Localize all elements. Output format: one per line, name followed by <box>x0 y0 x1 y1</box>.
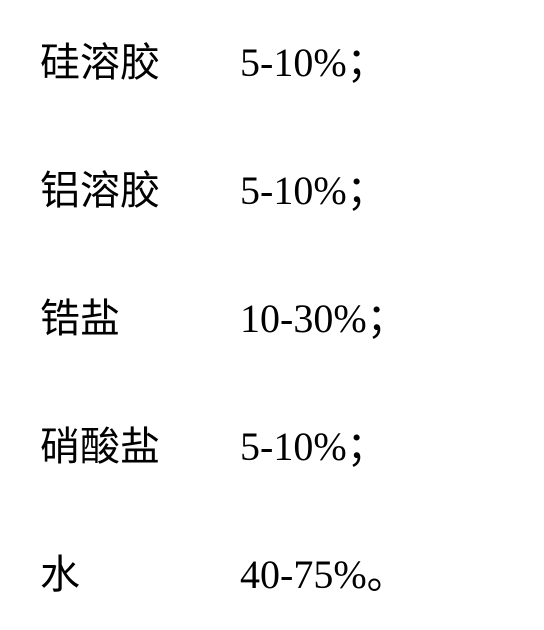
row-value: 5-10%； <box>240 30 387 88</box>
table-row: 硝酸盐 5-10%； <box>40 414 524 472</box>
row-label: 锆盐 <box>40 286 240 344</box>
row-value: 40-75%。 <box>240 542 407 600</box>
table-row: 水 40-75%。 <box>40 542 524 600</box>
table-row: 铝溶胶 5-10%； <box>40 158 524 216</box>
row-label: 硅溶胶 <box>40 30 240 88</box>
row-value: 5-10%； <box>240 414 387 472</box>
table-row: 硅溶胶 5-10%； <box>40 30 524 88</box>
row-label: 硝酸盐 <box>40 414 240 472</box>
table-row: 锆盐 10-30%； <box>40 286 524 344</box>
row-value: 10-30%； <box>240 286 407 344</box>
row-value: 5-10%； <box>240 158 387 216</box>
row-label: 水 <box>40 542 240 600</box>
row-label: 铝溶胶 <box>40 158 240 216</box>
composition-table: 硅溶胶 5-10%； 铝溶胶 5-10%； 锆盐 10-30%； 硝酸盐 5-1… <box>0 0 544 630</box>
